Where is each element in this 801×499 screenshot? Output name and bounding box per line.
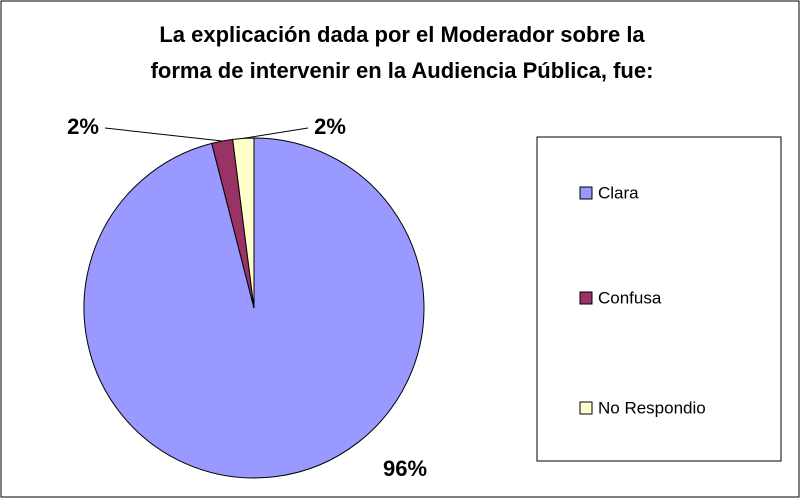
leader-line [104, 127, 223, 142]
legend-box [536, 136, 782, 462]
leader-line [243, 127, 309, 139]
legend-label: No Respondio [598, 398, 706, 417]
legend-label: Clara [598, 183, 639, 202]
pie-slice [83, 137, 425, 479]
legend-swatch [579, 186, 593, 200]
chart-title: La explicación dada por el Moderador sob… [159, 22, 645, 47]
data-label: 2% [67, 114, 99, 139]
legend-swatch [579, 291, 593, 305]
legend-label: Confusa [598, 288, 662, 307]
legend-swatch [579, 401, 593, 415]
data-label: 96% [383, 456, 427, 481]
data-label: 2% [314, 114, 346, 139]
pie-slice [232, 137, 255, 309]
chart-title: forma de intervenir en la Audiencia Públ… [151, 58, 654, 83]
